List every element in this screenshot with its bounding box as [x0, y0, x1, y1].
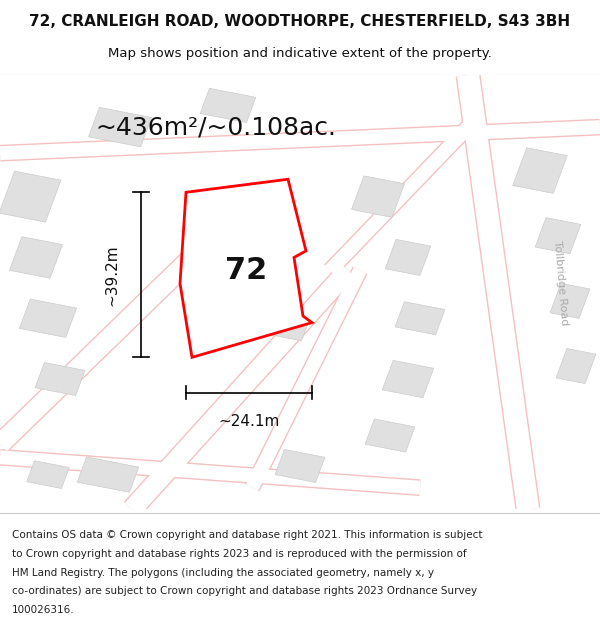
Text: 72, CRANLEIGH ROAD, WOODTHORPE, CHESTERFIELD, S43 3BH: 72, CRANLEIGH ROAD, WOODTHORPE, CHESTERF… — [29, 14, 571, 29]
Text: Contains OS data © Crown copyright and database right 2021. This information is : Contains OS data © Crown copyright and d… — [12, 530, 482, 540]
Polygon shape — [550, 283, 590, 318]
Polygon shape — [365, 419, 415, 452]
Polygon shape — [0, 171, 61, 222]
Text: 72: 72 — [225, 256, 267, 285]
Polygon shape — [395, 302, 445, 335]
Polygon shape — [535, 217, 581, 254]
Text: co-ordinates) are subject to Crown copyright and database rights 2023 Ordnance S: co-ordinates) are subject to Crown copyr… — [12, 586, 477, 596]
Polygon shape — [180, 179, 312, 358]
Polygon shape — [267, 313, 309, 341]
Polygon shape — [352, 176, 404, 218]
Polygon shape — [27, 461, 69, 489]
Polygon shape — [19, 299, 77, 338]
Text: Map shows position and indicative extent of the property.: Map shows position and indicative extent… — [108, 48, 492, 61]
Text: ~436m²/~0.108ac.: ~436m²/~0.108ac. — [95, 115, 337, 139]
Polygon shape — [275, 449, 325, 482]
Polygon shape — [35, 362, 85, 396]
Text: to Crown copyright and database rights 2023 and is reproduced with the permissio: to Crown copyright and database rights 2… — [12, 549, 467, 559]
Polygon shape — [77, 457, 139, 492]
Polygon shape — [513, 148, 567, 193]
Text: 100026316.: 100026316. — [12, 605, 74, 615]
Text: ~24.1m: ~24.1m — [218, 414, 280, 429]
Text: HM Land Registry. The polygons (including the associated geometry, namely x, y: HM Land Registry. The polygons (includin… — [12, 568, 434, 578]
Polygon shape — [10, 237, 62, 278]
Text: Tollbridge Road: Tollbridge Road — [553, 241, 569, 326]
Polygon shape — [237, 182, 291, 228]
Polygon shape — [385, 239, 431, 276]
Text: ~39.2m: ~39.2m — [105, 244, 120, 306]
Polygon shape — [382, 361, 434, 398]
Polygon shape — [200, 88, 256, 122]
Polygon shape — [88, 107, 152, 147]
Polygon shape — [556, 349, 596, 384]
